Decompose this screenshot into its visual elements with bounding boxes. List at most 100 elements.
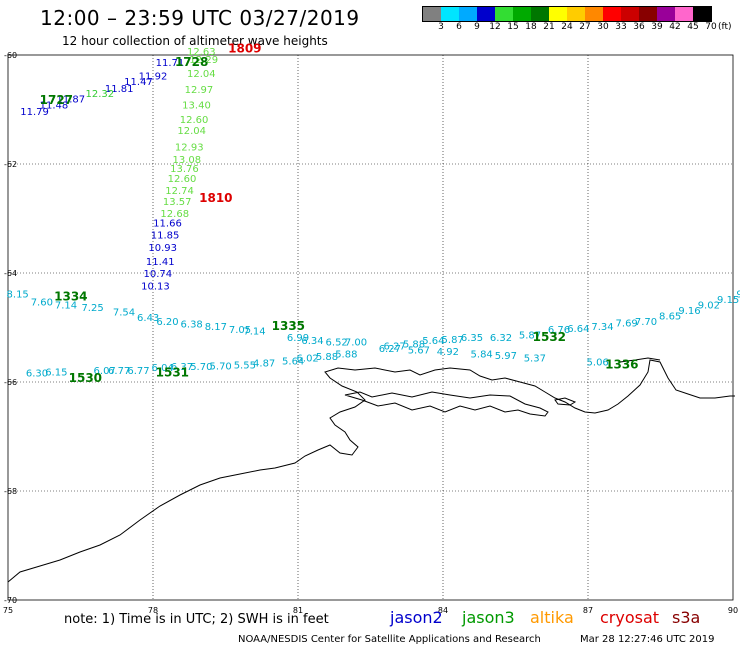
legend-tick-label: 36 [633, 22, 645, 32]
legend-tick-label: 39 [651, 22, 663, 32]
legend-swatch [423, 7, 441, 21]
legend-swatch [459, 7, 477, 21]
wave-height-label: 7.54 [113, 308, 135, 319]
wave-height-label: 7.14 [55, 300, 77, 311]
wave-height-label: 7.69 [616, 318, 638, 329]
latitude-tick-label: -70 [4, 596, 17, 605]
pass-time-label: 1809 [228, 41, 261, 55]
wave-height-label: 5.70 [210, 361, 232, 372]
legend-tick-label: 3 [438, 22, 444, 32]
legend-swatch [693, 7, 711, 21]
pass-time-label: 1530 [69, 371, 102, 385]
legend-tick-label: 24 [561, 22, 573, 32]
pass-time-label: 1336 [605, 357, 638, 371]
wave-height-label: 10.13 [141, 281, 170, 292]
legend-tick-label: 18 [525, 22, 537, 32]
wave-height-label: 7.25 [81, 303, 103, 314]
legend-tick-label: 30 [597, 22, 609, 32]
wave-height-label: 9.15 [717, 295, 739, 306]
wave-height-label: 6.27 [384, 341, 406, 352]
wave-height-label: 6.34 [301, 336, 323, 347]
wave-height-label: 5.06 [587, 358, 609, 369]
wave-height-color-legend [422, 6, 712, 22]
wave-height-label: 8.65 [659, 311, 681, 322]
map-subtitle: 12 hour collection of altimeter wave hei… [62, 34, 328, 48]
wave-height-label: 6.35 [461, 333, 483, 344]
legend-tick-label: 42 [669, 22, 681, 32]
wave-height-label: 13.40 [182, 100, 211, 111]
map-title: 12:00 – 23:59 UTC 03/27/2019 [40, 6, 360, 30]
wave-height-label: 12.74 [165, 186, 194, 197]
wave-height-label: 5.97 [495, 351, 517, 362]
wave-height-label: 6.04 [152, 363, 174, 374]
wave-height-label: 6.32 [490, 333, 512, 344]
wave-height-label: 9.73 [736, 290, 740, 301]
wave-height-label: 4.87 [253, 359, 275, 370]
wave-height-label: 9.16 [678, 306, 700, 317]
longitude-tick-label: 78 [148, 606, 158, 615]
wave-height-label: 5.87 [519, 330, 541, 341]
lat-lon-grid [8, 55, 733, 600]
legend-tick-label: 9 [474, 22, 480, 32]
credit-text: NOAA/NESDIS Center for Satellite Applica… [238, 634, 541, 645]
wave-height-label: 5.88 [403, 340, 425, 351]
wave-height-label: 6.76 [548, 325, 570, 336]
wave-height-label: 7.70 [635, 317, 657, 328]
map-frame [7, 54, 734, 601]
legend-tick-label: 45 [687, 22, 699, 32]
satellite-legend-s3a: s3a [672, 608, 701, 627]
latitude-tick-label: -60 [4, 51, 17, 60]
wave-height-label: 12.29 [189, 55, 218, 66]
wave-height-label: 6.77 [127, 366, 149, 377]
legend-swatch [495, 7, 513, 21]
wave-height-label: 6.43 [137, 313, 159, 324]
latitude-tick-label: -66 [4, 378, 17, 387]
wave-height-label: 7.00 [345, 337, 367, 348]
wave-height-label: 12.32 [86, 89, 115, 100]
wave-height-label: 13.57 [163, 197, 192, 208]
satellite-legend-cryosat: cryosat [600, 608, 660, 627]
track-jason3-west: 12.32 [86, 89, 115, 100]
legend-tick-label: 6 [456, 22, 462, 32]
wave-height-label: 8.17 [205, 322, 227, 333]
wave-height-label: 12.04 [177, 126, 206, 137]
wave-height-label: 7.05 [229, 325, 251, 336]
pass-time-label: 1335 [272, 319, 305, 333]
wave-height-label: 12.04 [187, 69, 216, 80]
track-jason3-north: 12.6312.2912.0412.9713.4012.6012.0412.93… [160, 47, 218, 220]
generated-timestamp: Mar 28 12:27:46 UTC 2019 [580, 634, 715, 645]
legend-tick-label: 21 [543, 22, 555, 32]
pass-time-label: 1727 [40, 93, 73, 107]
wave-height-label: 11.81 [105, 84, 134, 95]
legend-tick-label: 27 [579, 22, 591, 32]
wave-height-label: 11.47 [124, 77, 153, 88]
pass-time-label: 1334 [54, 289, 87, 303]
wave-height-label: 11.41 [146, 257, 175, 268]
map-border [7, 54, 734, 601]
legend-swatch [585, 7, 603, 21]
legend-swatch [531, 7, 549, 21]
pass-time-label: 1728 [175, 55, 208, 69]
wave-height-label: 6.64 [567, 324, 589, 335]
coastline-inner [344, 391, 549, 417]
wave-height-label: 5.64 [422, 336, 444, 347]
pass-time-label: 1810 [199, 191, 232, 205]
legend-swatch [549, 7, 567, 21]
pass-time-label: 1531 [156, 366, 189, 380]
satellite-legend-jason3: jason3 [462, 608, 515, 627]
wave-height-label: 5.88 [316, 352, 338, 363]
wave-height-label: 7.14 [243, 327, 265, 338]
wave-height-label: 6.52 [326, 337, 348, 348]
longitude-tick-label: 75 [3, 606, 13, 615]
wave-height-label: 11.48 [40, 100, 69, 111]
wave-height-label: 11.79 [20, 107, 49, 118]
satellite-legend-jason2: jason2 [390, 608, 443, 627]
wave-height-label: 12.97 [185, 85, 214, 96]
pass-time-label: 1532 [533, 330, 566, 344]
longitude-tick-label: 84 [438, 606, 448, 615]
legend-tick-label: 15 [507, 22, 519, 32]
wave-height-label: 12.68 [160, 209, 189, 220]
longitude-tick-label: 87 [583, 606, 593, 615]
